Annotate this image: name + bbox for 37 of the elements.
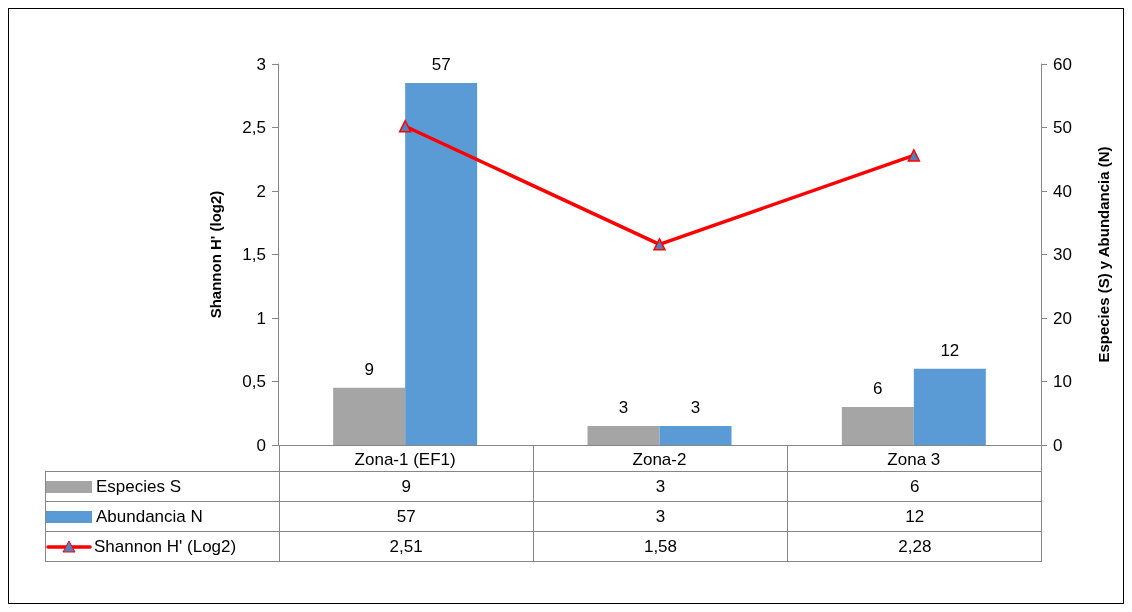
text: 3 [690, 397, 701, 417]
text: 9 [364, 359, 374, 379]
data-label: 3 [533, 501, 788, 532]
data-label: 3 [533, 471, 788, 502]
data-label: 2,28 [787, 531, 1042, 562]
data-label: 2,51 [279, 531, 534, 562]
text: 3 [618, 397, 629, 417]
y2-axis-title: Especies (S) y Abundancia (N) [1095, 146, 1112, 363]
text: 57 [431, 55, 451, 75]
y2-tick-label: 40 [1053, 181, 1072, 201]
data-label: 9 [279, 471, 534, 502]
x-tick-label: Zona 3 [887, 450, 941, 469]
data-label: 57 [279, 501, 534, 532]
data-label: 12 [787, 501, 1042, 532]
legend-label: Especies S [96, 476, 182, 496]
y2-tick-label: 0 [1053, 435, 1063, 455]
y-tick-label: 1 [256, 308, 266, 328]
y2-tick-label: 60 [1053, 54, 1072, 74]
y-tick-label: 2 [256, 181, 266, 201]
legend-label: Abundancia N [96, 506, 203, 526]
text: 12 [940, 340, 960, 360]
y-tick-label: 0 [256, 435, 266, 455]
y2-tick-label: 30 [1053, 245, 1072, 264]
text: 6 [873, 378, 883, 398]
data-label: 6 [787, 471, 1042, 502]
y2-tick-label: 10 [1053, 372, 1072, 391]
y-tick-label: 0,5 [242, 372, 266, 391]
y-tick-label: 2,5 [242, 118, 266, 137]
y2-tick-label: 50 [1053, 118, 1072, 137]
legend-label: Shannon H' (Log2) [94, 536, 237, 556]
x-tick-label: Zona-1 (EF1) [354, 450, 456, 469]
y2-tick-label: 20 [1053, 308, 1072, 328]
x-tick-label: Zona-2 [632, 450, 687, 469]
y-axis-title: Shannon H' (log2) [207, 190, 224, 319]
y-tick-label: 1,5 [242, 245, 266, 264]
data-label: 1,58 [533, 531, 788, 562]
y-tick-label: 3 [256, 54, 266, 74]
